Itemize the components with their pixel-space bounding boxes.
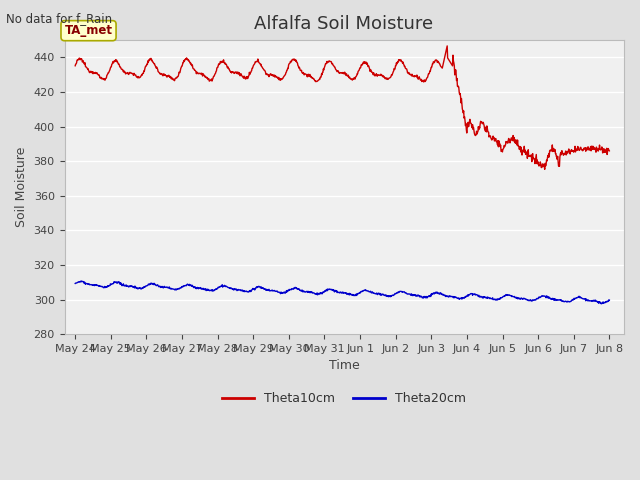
Y-axis label: Soil Moisture: Soil Moisture (15, 147, 28, 228)
Text: No data for f_Rain: No data for f_Rain (6, 12, 113, 25)
Legend: Theta10cm, Theta20cm: Theta10cm, Theta20cm (218, 387, 470, 410)
X-axis label: Time: Time (329, 360, 360, 372)
Text: TA_met: TA_met (65, 24, 113, 37)
Title: Alfalfa Soil Moisture: Alfalfa Soil Moisture (255, 15, 434, 33)
